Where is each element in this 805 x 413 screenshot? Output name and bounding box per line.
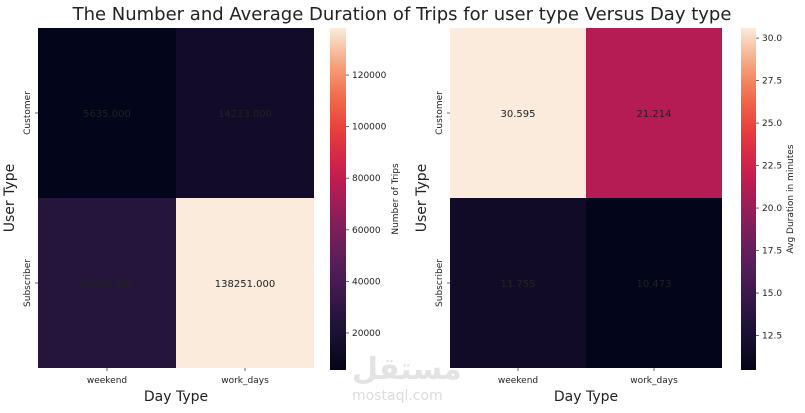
y-axis-label: User Type — [414, 164, 430, 233]
heatmap-cell — [176, 198, 314, 368]
colorbar-tick-label: 17.5 — [762, 247, 782, 257]
y-tick-label: Customer — [435, 91, 445, 135]
colorbar-tick-label: 20000 — [352, 329, 381, 339]
colorbar-tick-label: 25.0 — [762, 119, 782, 129]
figure-title: The Number and Average Duration of Trips… — [72, 4, 732, 25]
heatmap-cell — [38, 198, 176, 368]
colorbar-label: Number of Trips — [391, 163, 401, 235]
cell-label: 30.595 — [501, 109, 536, 120]
colorbar-tick-label: 60000 — [352, 226, 381, 236]
x-tick-label: weekend — [87, 376, 127, 386]
colorbar-tick-label: 12.5 — [762, 332, 782, 342]
colorbar-tick-label: 27.5 — [762, 77, 782, 87]
watermark-arabic: مستقل — [352, 352, 462, 387]
x-tick-label: work_days — [221, 376, 269, 386]
colorbar — [741, 28, 756, 370]
cell-label: 25293.000 — [80, 279, 134, 290]
watermark-latin: mostaql.com — [352, 388, 443, 404]
heatmap-1: 5635.000 14233.000 25293.000 138251.000 week… — [2, 28, 401, 405]
colorbar-tick-label: 20.0 — [762, 204, 782, 214]
colorbar-tick-label: 80000 — [352, 174, 381, 184]
cell-label: 14233.000 — [218, 109, 272, 120]
cell-label: 10.473 — [637, 279, 672, 290]
y-tick-label: Subscriber — [23, 259, 33, 307]
colorbar-tick-label: 22.5 — [762, 162, 782, 172]
colorbar — [330, 28, 346, 370]
heatmap-cell — [450, 198, 586, 368]
heatmap-cell — [586, 198, 722, 368]
x-axis-label: Day Type — [144, 389, 208, 405]
cell-label: 138251.000 — [215, 279, 275, 290]
cell-label: 11.755 — [501, 279, 536, 290]
colorbar-tick-label: 30.0 — [762, 34, 782, 44]
cell-label: 5635.000 — [83, 109, 131, 120]
x-axis-label: Day Type — [554, 389, 618, 405]
colorbar-label: Avg Duration in minutes — [786, 144, 796, 253]
colorbar-tick-label: 15.0 — [762, 289, 782, 299]
cell-label: 21.214 — [637, 109, 672, 120]
heatmap-cell — [38, 28, 176, 198]
x-tick-label: weekend — [498, 376, 538, 386]
y-axis-label: User Type — [2, 164, 18, 233]
colorbar-tick-label: 100000 — [352, 123, 387, 133]
colorbar-tick-label: 120000 — [352, 71, 387, 81]
heatmap-cell — [450, 28, 586, 198]
heatmap-cell — [176, 28, 314, 198]
y-tick-label: Subscriber — [435, 259, 445, 307]
y-tick-label: Customer — [23, 91, 33, 135]
colorbar-tick-label: 40000 — [352, 277, 381, 287]
x-tick-label: work_days — [630, 376, 678, 386]
heatmap-cell — [586, 28, 722, 198]
heatmap-2: 30.595 21.214 11.755 10.473 weekend work_days… — [414, 28, 796, 405]
